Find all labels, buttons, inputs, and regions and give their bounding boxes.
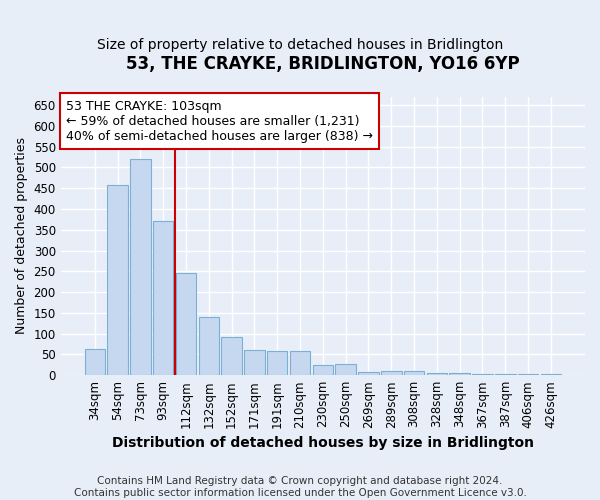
Bar [449,373,470,375]
Bar [244,350,265,375]
Bar [290,352,310,375]
Bar [381,371,401,375]
Bar [85,350,105,375]
Bar [267,351,287,375]
Bar [404,370,424,375]
Text: Size of property relative to detached houses in Bridlington: Size of property relative to detached ho… [97,38,503,52]
Title: 53, THE CRAYKE, BRIDLINGTON, YO16 6YP: 53, THE CRAYKE, BRIDLINGTON, YO16 6YP [126,55,520,73]
Bar [221,336,242,375]
Bar [495,374,515,375]
Y-axis label: Number of detached properties: Number of detached properties [15,138,28,334]
Text: Contains HM Land Registry data © Crown copyright and database right 2024.
Contai: Contains HM Land Registry data © Crown c… [74,476,526,498]
Text: 53 THE CRAYKE: 103sqm
← 59% of detached houses are smaller (1,231)
40% of semi-d: 53 THE CRAYKE: 103sqm ← 59% of detached … [66,100,373,142]
Bar [518,374,538,375]
Bar [153,222,173,375]
Bar [107,185,128,375]
X-axis label: Distribution of detached houses by size in Bridlington: Distribution of detached houses by size … [112,436,534,450]
Bar [199,317,219,375]
Bar [472,374,493,375]
Bar [335,364,356,375]
Bar [176,272,196,375]
Bar [541,374,561,375]
Bar [358,372,379,375]
Bar [130,159,151,375]
Bar [313,365,333,375]
Bar [427,372,447,375]
